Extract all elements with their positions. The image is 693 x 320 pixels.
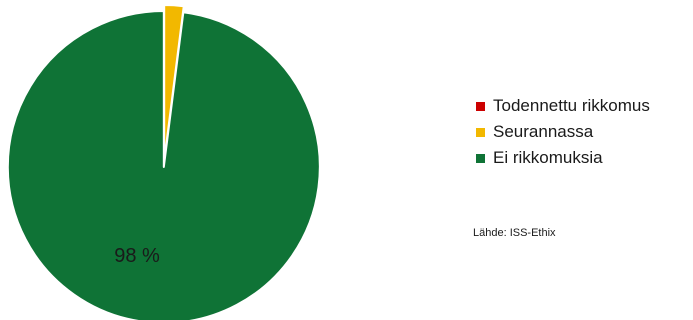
legend-swatch-todennettu-rikkomus: [476, 101, 485, 111]
legend-label-seurannassa: Seurannassa: [493, 122, 594, 141]
source-note: Lähde: ISS-Ethix: [473, 227, 556, 239]
legend-swatch-ei-rikkomuksia: [476, 153, 485, 163]
pie-slices: [6, 4, 321, 320]
chart-legend: Todennettu rikkomus Seurannassa Ei rikko…: [476, 95, 650, 169]
legend-item-seurannassa: Seurannassa: [476, 121, 650, 143]
legend-item-todennettu-rikkomus: Todennettu rikkomus: [476, 95, 650, 117]
legend-label-ei-rikkomuksia: Ei rikkomuksia: [493, 148, 603, 167]
pie-data-labels: 98 %: [114, 245, 160, 267]
legend-swatch-seurannassa: [476, 127, 485, 137]
data-label-ei-rikkomuksia: 98 %: [114, 245, 160, 267]
pie-slice-ei-rikkomuksia: [6, 9, 321, 320]
legend-item-ei-rikkomuksia: Ei rikkomuksia: [476, 147, 650, 169]
legend-label-todennettu-rikkomus: Todennettu rikkomus: [493, 96, 650, 115]
